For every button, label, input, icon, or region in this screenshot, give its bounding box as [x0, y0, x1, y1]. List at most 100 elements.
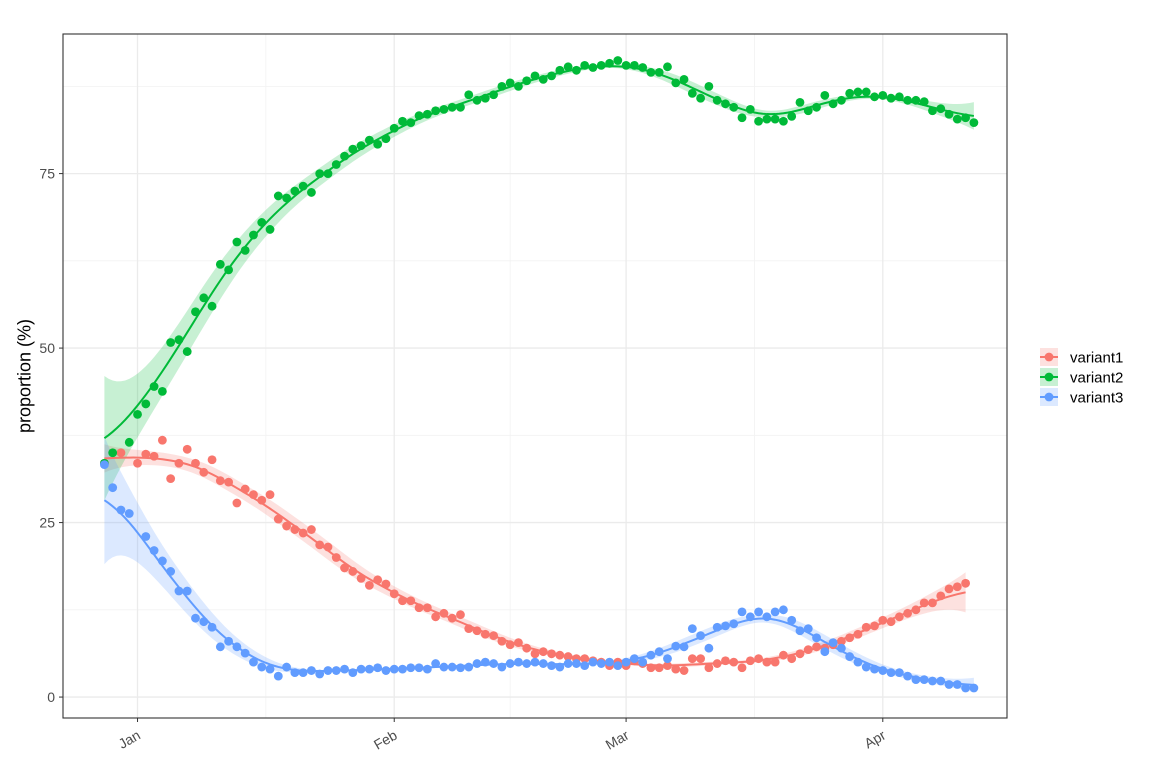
variant3-point [952, 680, 962, 689]
variant2-point [191, 307, 200, 317]
variant1-confidence-band [104, 444, 966, 668]
variant1-point [944, 584, 954, 594]
variant1-point [861, 622, 871, 632]
variant3-point [580, 661, 590, 671]
variant2-legend-key-point [1044, 372, 1054, 382]
variant3-point [729, 619, 739, 629]
variant2-point [820, 91, 830, 100]
variant3-point [157, 556, 167, 566]
variant1-point [845, 633, 855, 643]
variant2-point [903, 95, 913, 105]
variant1-point [133, 458, 142, 468]
variant3-point [381, 666, 391, 675]
variant2-point [298, 181, 308, 191]
variant2-point [770, 114, 780, 124]
variant2-point [721, 99, 730, 109]
variant3-point [389, 664, 399, 674]
variant2-point [580, 61, 590, 70]
variant2-point [348, 144, 358, 154]
variant3-point [737, 607, 747, 617]
variant2-point [182, 347, 192, 356]
variant1-point [779, 650, 788, 660]
variant1-point [398, 596, 407, 606]
variant2-point [729, 102, 739, 112]
variant1-point [257, 495, 267, 505]
variant2-point [952, 114, 962, 124]
variant2-point [157, 386, 167, 396]
variant3-point [621, 657, 631, 667]
variant2-point [480, 93, 490, 103]
variant3-point [853, 657, 863, 667]
variant3-point [629, 654, 639, 664]
variant1-point [530, 649, 540, 659]
variant2-point [489, 90, 498, 100]
variant3-point [514, 657, 523, 667]
variant2-point [737, 113, 747, 123]
variant3-point [704, 643, 714, 653]
variant2-point [307, 188, 316, 197]
variant2-point [679, 74, 689, 84]
variant3-point [224, 636, 234, 646]
variant2-point [199, 293, 209, 303]
variant2-point [406, 118, 416, 128]
variant2-point [712, 95, 722, 105]
variant2-point [936, 104, 946, 114]
variant1-point [654, 663, 664, 673]
variant2-point [215, 259, 225, 269]
variant1-point [853, 629, 863, 639]
variant2-point [240, 245, 250, 255]
variant3-point [828, 638, 838, 648]
variant3-point [240, 648, 250, 658]
variant1-point [191, 458, 200, 468]
variant3-point [861, 662, 871, 672]
variant3-point [232, 642, 242, 652]
variant2-point [124, 437, 134, 447]
variant2-point [696, 93, 706, 103]
variant3-point [712, 622, 722, 632]
variant1-point [878, 615, 888, 625]
variant2-point [845, 88, 855, 98]
variant3-point [373, 663, 383, 673]
variant1-point [406, 596, 416, 606]
variant3-point [812, 633, 821, 643]
legend: variant1 variant2 variant3 [1040, 348, 1123, 407]
variant3-point [745, 612, 755, 622]
variant1-point [911, 605, 921, 615]
variant2-point [894, 92, 904, 102]
variant1-point [663, 661, 672, 671]
variant3-point [364, 664, 374, 674]
variant3-point [215, 642, 225, 652]
variant2-point [787, 111, 797, 121]
variant1-point [497, 636, 507, 646]
variant1-point [232, 498, 242, 508]
variant1-point [712, 659, 722, 668]
variant3-point [116, 505, 126, 515]
variant1-point [787, 654, 797, 664]
variant2-point [414, 111, 424, 121]
variant2-point [381, 134, 391, 144]
variant2-point [969, 118, 979, 128]
variant3-point [166, 567, 176, 576]
variant3-point [182, 586, 192, 596]
variant3-point [414, 663, 424, 673]
variant2-point [141, 399, 151, 409]
variant1-point [737, 663, 747, 673]
variant2-point [257, 218, 267, 227]
variant3-point [398, 664, 407, 674]
variant1-point [555, 650, 565, 660]
variant3-point [588, 657, 598, 667]
variant3-point [141, 532, 151, 541]
variant3-point [696, 631, 706, 641]
variant2-point [108, 448, 118, 458]
variant1-point [356, 574, 366, 583]
variant3-legend-key-point [1044, 392, 1054, 402]
variant2-point [323, 169, 333, 178]
variant2-point [340, 151, 349, 161]
variant1-point [174, 458, 184, 468]
variant2-point [522, 76, 532, 86]
variant3-point [174, 586, 184, 596]
variant2-point [331, 160, 341, 169]
variant2-point [315, 169, 325, 178]
variant1-point [298, 528, 308, 538]
plot-panel-border [62, 33, 1008, 719]
